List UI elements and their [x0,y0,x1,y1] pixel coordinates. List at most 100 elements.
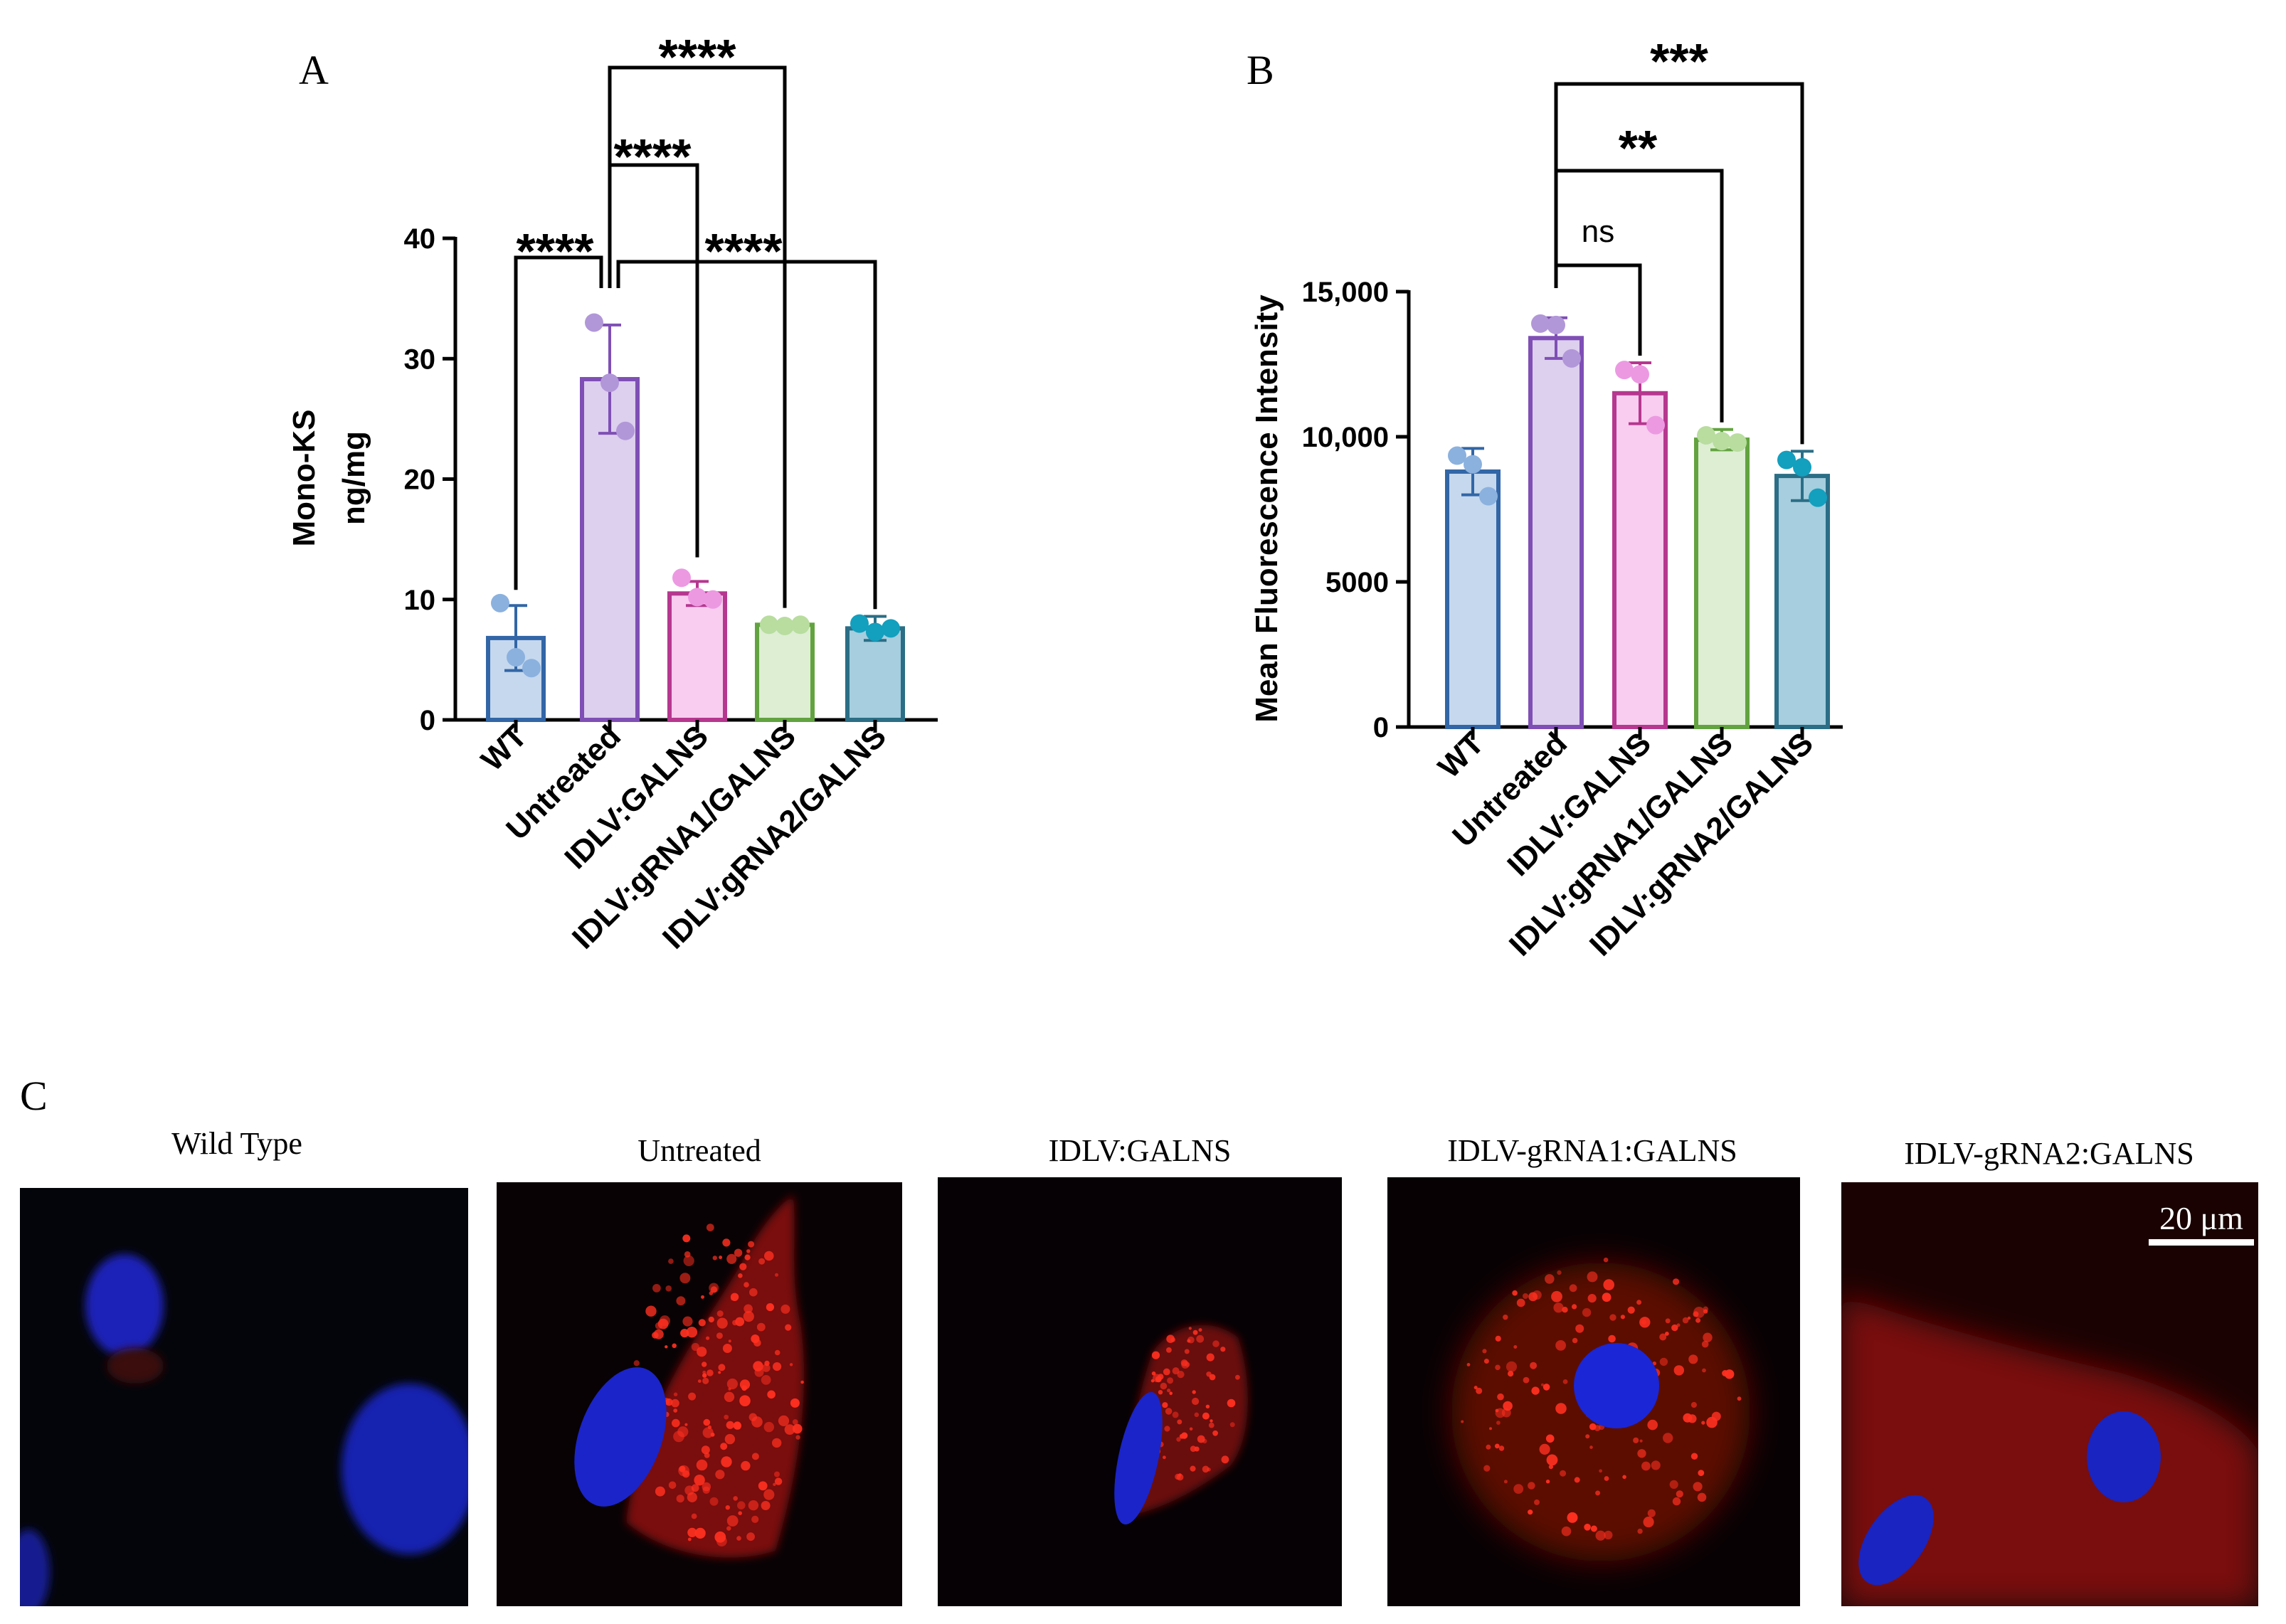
stain-speckle [1703,1309,1708,1314]
data-point [1479,487,1498,506]
stain-speckle [1541,1383,1544,1386]
stain-speckle [1503,1480,1508,1484]
stain-speckle [1676,1323,1681,1327]
panel-letter-c: C [20,1073,48,1119]
stain-speckle [684,1423,688,1426]
stain-speckle [694,1527,706,1539]
significance-label: **** [517,223,595,279]
chart-b-ylabel: Mean Fluorescence Intensity [1249,294,1284,723]
stain-speckle [1151,1351,1160,1359]
panel-c: Wild Type Untreated IDLV:GALNS IDLV-gRNA… [20,1126,2258,1606]
stain-speckle [707,1425,712,1429]
stain-speckle [665,1345,668,1349]
stain-speckle [1181,1432,1188,1439]
stain-speckle [1227,1399,1236,1408]
stain-speckle [726,1515,739,1527]
stain-speckle [1473,1386,1478,1390]
stain-speckle [753,1361,763,1371]
stain-speckle [795,1435,800,1440]
data-point [1697,425,1715,445]
stain-speckle [1702,1368,1706,1373]
stain-speckle [1673,1278,1680,1285]
stain-speckle [1647,1419,1658,1431]
stain-speckle [1192,1330,1198,1335]
stain-speckle [702,1377,709,1384]
stain-speckle [743,1311,754,1322]
significance-label: **** [659,29,737,85]
panel-letter-b: B [1247,47,1274,93]
stain-speckle [703,1418,711,1426]
stain-speckle [683,1255,694,1266]
data-point [776,616,794,635]
data-point [1464,455,1482,474]
stain-speckle [1158,1390,1163,1395]
stain-speckle [725,1505,730,1510]
stain-speckle [1483,1359,1489,1364]
stain-speckle [1523,1376,1530,1384]
data-point [866,622,884,642]
stain-speckle [726,1421,734,1429]
stain-speckle [793,1423,803,1434]
stain-speckle [726,1526,731,1531]
stain-speckle [748,1500,759,1511]
stain-speckle [1665,1318,1671,1324]
data-point [1646,415,1665,435]
stain-speckle [1528,1482,1535,1490]
data-point [1615,361,1634,380]
stain-speckle [1495,1364,1501,1371]
stain-speckle [722,1238,731,1247]
stain-speckle [1545,1274,1555,1284]
stain-speckle [1637,1449,1646,1458]
stain-speckle [1539,1443,1550,1455]
stain-speckle [1575,1324,1584,1333]
chart-a: Mono-KS ng/mg 010203040WTUntreatedIDLV:G… [287,29,938,956]
x-category-label: IDLV:GALNS [1501,726,1658,883]
stain-speckle [1572,1337,1578,1344]
stain-speckle [772,1438,782,1448]
stain-speckle [764,1251,774,1261]
y-tick-label: 10,000 [1302,422,1389,453]
stain-speckle [1212,1340,1219,1347]
chart-a-ylabel-line2: ng/mg [337,431,371,525]
stain-speckle [1197,1435,1205,1443]
stain-speckle [731,1297,734,1301]
stain-speckle [672,1343,677,1349]
stain-speckle [1166,1334,1175,1343]
stain-speckle [1698,1470,1705,1477]
data-point [850,614,869,633]
stain-speckle [746,1249,751,1253]
y-tick-label: 30 [404,344,436,375]
stain-speckle [738,1273,743,1278]
stain-speckle [1546,1454,1558,1466]
stain-speckle [792,1419,798,1425]
stain-speckle [1693,1307,1705,1318]
stain-speckle [1589,1445,1593,1449]
stain-speckle [686,1327,698,1338]
stain-speckle [1590,1525,1597,1532]
stain-speckle [1163,1368,1170,1376]
stain-speckle [1221,1455,1229,1464]
stain-speckle [735,1317,745,1327]
stain-speckle [668,1258,674,1264]
stain-speckle [708,1316,714,1323]
y-tick-label: 15,000 [1302,277,1389,308]
data-point [1728,433,1747,452]
stain-speckle [1483,1465,1491,1472]
stain-speckle [701,1445,710,1455]
stain-speckle [766,1303,774,1312]
stain-speckle [1673,1365,1684,1376]
stain-speckle [676,1296,686,1306]
stain-speckle [1587,1271,1598,1283]
stain-speckle [715,1470,725,1480]
stain-speckle [1461,1420,1464,1423]
stain-speckle [800,1380,804,1384]
stain-speckle [728,1339,731,1343]
stain-speckle [724,1391,735,1403]
y-tick-label: 0 [1373,712,1389,743]
stain-speckle [1489,1427,1492,1431]
stain-speckle [1486,1444,1491,1450]
significance-bracket [616,260,877,610]
stain-speckle [1160,1382,1168,1390]
stain-speckle [1542,1384,1550,1391]
stain-speckle [775,1273,778,1277]
